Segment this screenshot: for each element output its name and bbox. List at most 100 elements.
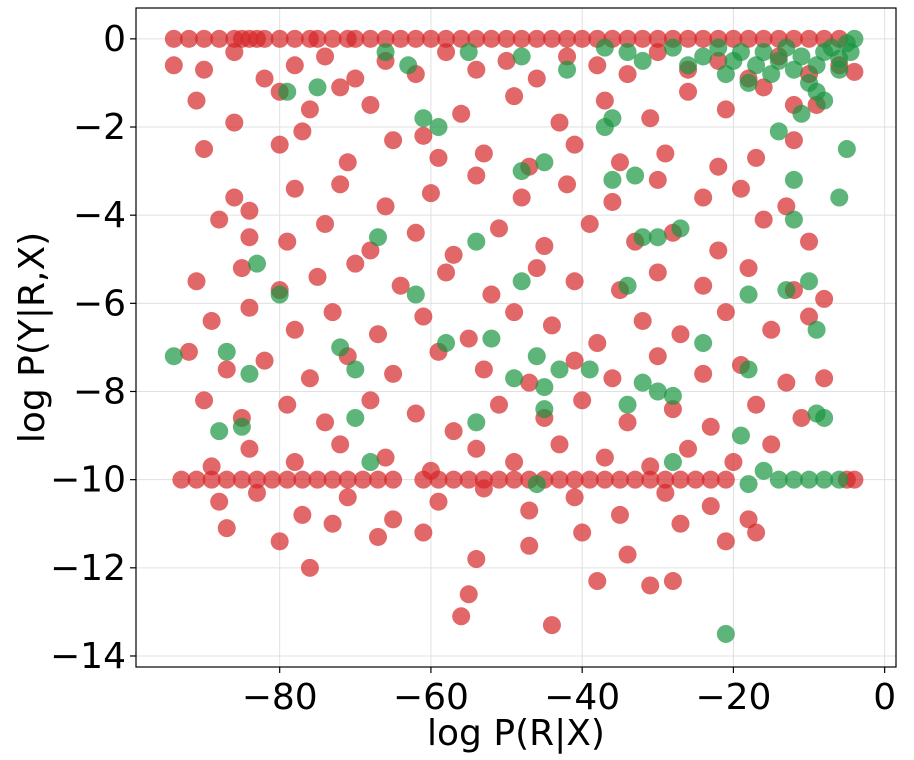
data-point xyxy=(663,386,682,405)
data-point xyxy=(505,369,524,388)
data-point xyxy=(694,334,713,353)
data-point xyxy=(558,47,577,66)
data-point xyxy=(792,104,811,123)
data-point xyxy=(255,29,274,48)
data-point xyxy=(709,51,728,70)
data-point xyxy=(542,616,561,635)
data-point xyxy=(565,351,584,370)
data-point xyxy=(323,303,342,322)
data-point xyxy=(800,232,819,251)
data-point xyxy=(618,545,637,564)
data-point xyxy=(610,470,629,489)
data-point xyxy=(527,259,546,278)
y-tick-label: −6 xyxy=(73,283,126,324)
data-point xyxy=(300,100,319,119)
data-point xyxy=(232,470,251,489)
data-point xyxy=(747,56,766,75)
data-point xyxy=(414,109,433,128)
data-point xyxy=(663,572,682,591)
data-point xyxy=(452,607,471,626)
data-point xyxy=(656,470,675,489)
grid-lines xyxy=(136,8,896,667)
data-point xyxy=(482,329,501,348)
data-point xyxy=(285,179,304,198)
data-point xyxy=(565,488,584,507)
data-point xyxy=(618,276,637,295)
data-point xyxy=(474,360,493,379)
data-point xyxy=(550,113,569,132)
data-point xyxy=(210,29,229,48)
data-point xyxy=(240,364,259,383)
data-point xyxy=(527,69,546,88)
data-point xyxy=(217,470,236,489)
data-point xyxy=(784,170,803,189)
x-axis-label: log P(R|X) xyxy=(427,713,605,754)
x-tick-label: −20 xyxy=(695,677,771,718)
data-point xyxy=(769,470,788,489)
data-point xyxy=(739,259,758,278)
data-point xyxy=(467,166,486,185)
data-point xyxy=(694,47,713,66)
data-point xyxy=(535,237,554,256)
data-point xyxy=(784,210,803,229)
data-point xyxy=(535,400,554,419)
data-point xyxy=(716,532,735,551)
data-point xyxy=(573,29,592,48)
data-point xyxy=(648,29,667,48)
data-point xyxy=(520,501,539,520)
data-point xyxy=(716,470,735,489)
y-axis-label: log P(Y|R,X) xyxy=(12,232,53,443)
data-point xyxy=(663,38,682,57)
data-point xyxy=(648,347,667,366)
data-point xyxy=(187,470,206,489)
data-point xyxy=(429,148,448,167)
data-point xyxy=(777,197,796,216)
data-point xyxy=(830,470,849,489)
data-point xyxy=(610,505,629,524)
data-point xyxy=(626,470,645,489)
data-point xyxy=(247,483,266,502)
data-point xyxy=(467,29,486,48)
data-point xyxy=(800,272,819,291)
data-point xyxy=(414,470,433,489)
data-point xyxy=(285,56,304,75)
data-point xyxy=(815,408,834,427)
data-point xyxy=(724,29,743,48)
data-point xyxy=(701,497,720,516)
data-point xyxy=(467,232,486,251)
data-point xyxy=(421,184,440,203)
data-point xyxy=(202,457,221,476)
data-point xyxy=(474,479,493,498)
data-point xyxy=(807,320,826,339)
data-point xyxy=(331,435,350,454)
data-point xyxy=(716,65,735,84)
data-point xyxy=(709,241,728,260)
data-point xyxy=(512,272,531,291)
data-point xyxy=(240,298,259,317)
data-point xyxy=(784,60,803,79)
data-point xyxy=(368,470,387,489)
data-point xyxy=(421,29,440,48)
data-point xyxy=(346,254,365,273)
y-tick-label: −8 xyxy=(73,371,126,412)
data-point xyxy=(278,395,297,414)
data-point xyxy=(247,254,266,273)
data-point xyxy=(505,87,524,106)
data-point xyxy=(346,29,365,48)
data-point xyxy=(671,514,690,533)
data-point xyxy=(648,382,667,401)
data-point xyxy=(361,95,380,114)
data-point xyxy=(558,60,577,79)
data-point xyxy=(217,519,236,538)
data-point xyxy=(807,82,826,101)
data-point xyxy=(195,391,214,410)
data-point xyxy=(316,413,335,432)
data-point xyxy=(618,65,637,84)
data-point xyxy=(497,29,516,48)
data-point xyxy=(338,470,357,489)
data-point xyxy=(595,118,614,137)
data-point xyxy=(588,572,607,591)
data-point xyxy=(270,532,289,551)
data-point xyxy=(278,82,297,101)
data-point xyxy=(641,576,660,595)
